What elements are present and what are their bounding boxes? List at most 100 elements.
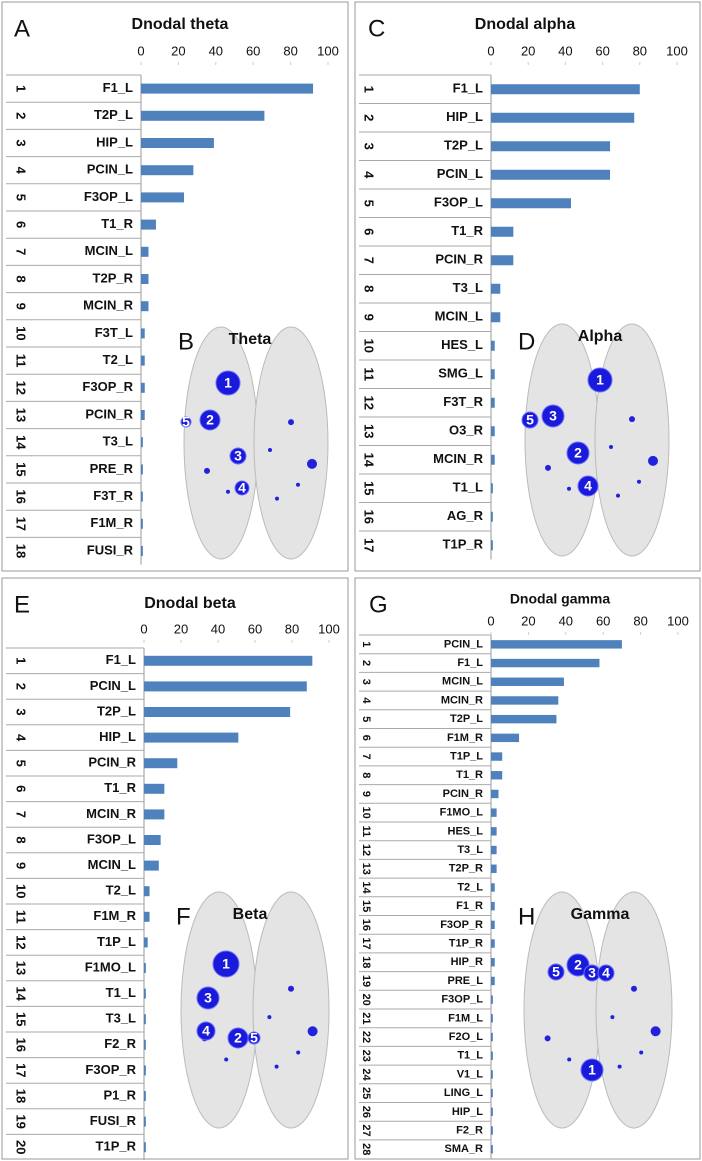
bar — [491, 312, 501, 323]
category-label: F3T_R — [443, 394, 483, 409]
category-label: HIP_L — [452, 1106, 483, 1118]
category-label: PCIN_R — [88, 755, 136, 770]
x-tick-label: 60 — [248, 621, 262, 636]
bar — [491, 112, 635, 123]
rank-label: 16 — [14, 489, 29, 503]
category-label: F3OP_R — [440, 919, 483, 931]
category-label: F1_L — [106, 652, 136, 667]
x-tick-label: 100 — [317, 43, 339, 58]
rank-label: 5 — [14, 194, 29, 201]
bar — [141, 410, 145, 420]
bar — [491, 677, 564, 686]
x-tick-label: 0 — [137, 43, 144, 58]
rank-label: 2 — [14, 683, 29, 690]
rank-label: 14 — [14, 986, 29, 1001]
category-label: FUSI_R — [87, 542, 134, 557]
bar — [144, 758, 178, 769]
bar — [491, 1032, 493, 1042]
category-label: MCIN_R — [433, 451, 483, 466]
category-label: PCIN_L — [87, 162, 133, 177]
rank-label: 4 — [14, 734, 29, 742]
rank-label: 8 — [360, 772, 372, 778]
rank-label: 26 — [360, 1106, 372, 1118]
x-tick-label: 60 — [246, 43, 260, 58]
brain-node — [296, 482, 300, 487]
rank-label: 14 — [362, 453, 377, 468]
bar — [491, 640, 622, 649]
rank-label: 12 — [14, 381, 29, 395]
x-tick-label: 100 — [318, 621, 340, 636]
chart-title: Dnodal alpha — [475, 16, 576, 33]
category-label: T2P_R — [93, 270, 134, 285]
panel-frame — [1, 1, 349, 572]
bar — [144, 1142, 146, 1153]
brain-right — [595, 891, 673, 1129]
brain-node — [631, 985, 637, 992]
hub-label: 3 — [234, 448, 242, 464]
bar — [491, 696, 559, 705]
rank-label: 1 — [14, 657, 29, 664]
x-tick-label: 20 — [521, 43, 535, 58]
rank-label: 16 — [14, 1038, 29, 1052]
bar — [491, 658, 600, 668]
bar — [491, 1014, 493, 1023]
panel-frame — [354, 577, 701, 1160]
hub-label: 1 — [224, 375, 232, 391]
panel-letter: A — [14, 15, 30, 42]
brain-node — [567, 486, 571, 491]
rank-label: 3 — [14, 708, 29, 715]
category-label: HES_L — [441, 337, 483, 352]
rank-label: 21 — [360, 1012, 372, 1024]
category-label: F3OP_R — [82, 379, 133, 394]
category-label: HIP_L — [99, 729, 136, 744]
bar — [144, 783, 165, 794]
hub-label: 1 — [596, 372, 604, 388]
hub-node — [199, 409, 221, 431]
rank-label: 9 — [14, 303, 29, 310]
category-label: T1_R — [101, 216, 133, 231]
category-label: HIP_L — [96, 134, 133, 149]
bar — [491, 198, 571, 209]
category-label: T2P_L — [94, 107, 133, 122]
category-label: T1P_L — [450, 750, 483, 762]
bar — [144, 1116, 146, 1127]
hub-label: 2 — [574, 445, 582, 461]
rank-label: 2 — [362, 114, 377, 121]
hub-label: 2 — [574, 957, 582, 973]
category-label: HIP_R — [451, 956, 483, 968]
rank-label: 3 — [360, 679, 372, 685]
category-label: PRE_L — [448, 975, 484, 987]
panel-letter: H — [518, 903, 535, 930]
brain-right — [252, 891, 330, 1129]
bar — [491, 1051, 493, 1060]
bar — [144, 860, 159, 871]
category-label: T1P_R — [449, 937, 483, 949]
category-label: F3OP_L — [434, 195, 483, 210]
category-label: LING_L — [444, 1087, 483, 1099]
bar — [141, 546, 143, 556]
category-label: PCIN_R — [443, 788, 483, 800]
category-label: PRE_R — [90, 461, 134, 476]
rank-label: 15 — [14, 462, 29, 476]
bar — [491, 141, 611, 152]
brain-right — [594, 323, 670, 557]
category-label: PCIN_L — [444, 638, 483, 650]
rank-label: 4 — [362, 171, 377, 179]
bar — [491, 369, 495, 380]
bar — [491, 845, 497, 855]
category-label: F3OP_L — [84, 189, 133, 204]
bar — [491, 1145, 493, 1154]
brain-left — [524, 323, 600, 557]
hub-label: 4 — [202, 1023, 210, 1039]
rank-label: 13 — [360, 863, 372, 875]
category-label: SMA_R — [444, 1143, 483, 1155]
brain-node — [637, 479, 641, 484]
bar — [491, 789, 499, 799]
hub-label: 5 — [182, 414, 190, 430]
category-label: T3_L — [457, 844, 483, 856]
category-label: F3OP_R — [85, 1062, 136, 1077]
category-label: MCIN_L — [442, 676, 483, 688]
category-label: F1_L — [457, 657, 483, 669]
hub-node — [247, 1031, 261, 1045]
rank-label: 6 — [14, 785, 29, 792]
